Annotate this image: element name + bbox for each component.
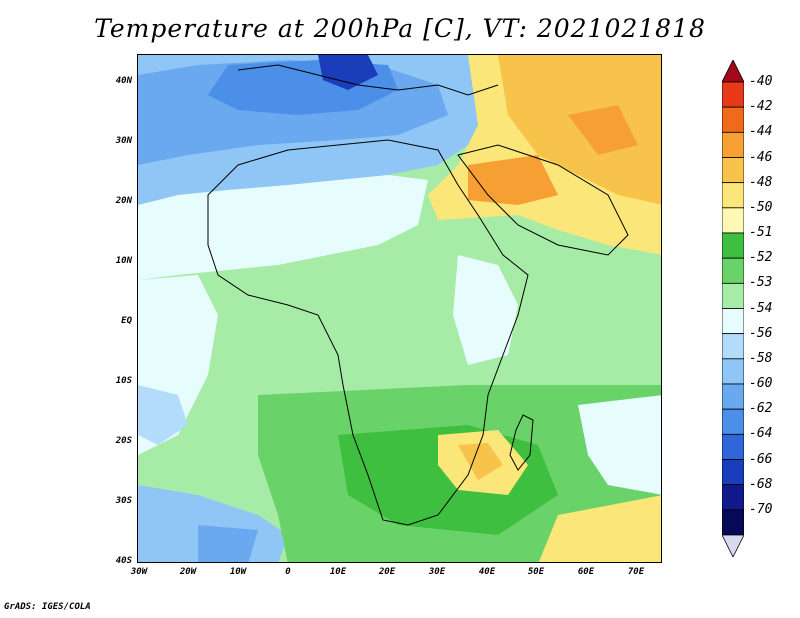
x-tick-label: 10E <box>329 567 347 577</box>
colorbar-swatch <box>722 257 744 284</box>
colorbar-label: -56 <box>749 325 773 341</box>
colorbar-swatch <box>722 509 744 536</box>
colorbar-bottom-triangle <box>722 534 744 557</box>
x-tick-label: 60E <box>577 567 595 577</box>
x-tick-label: 50E <box>527 567 545 577</box>
colorbar-swatch <box>722 131 744 158</box>
colorbar-label: -64 <box>749 426 773 442</box>
south-africa-warm-core <box>458 443 503 480</box>
colorbar-swatch <box>722 282 744 309</box>
colorbar-swatch <box>722 383 744 410</box>
colorbar-swatch <box>722 232 744 259</box>
colorbar-swatch <box>722 308 744 335</box>
colorbar-label: -58 <box>749 350 773 366</box>
credit-label: GrADS: IGES/COLA <box>4 602 91 612</box>
x-tick-label: 30E <box>428 567 446 577</box>
colorbar-label: -53 <box>749 275 773 291</box>
colorbar-swatch <box>722 157 744 184</box>
x-tick-label: 70E <box>627 567 645 577</box>
warm-region-hot <box>468 155 558 205</box>
colorbar-swatch <box>722 433 744 460</box>
europe-coast <box>237 64 499 96</box>
colorbar-swatch <box>722 207 744 234</box>
colorbar-label: -48 <box>749 174 773 190</box>
colorbar-label: -42 <box>749 99 773 115</box>
colorbar-label: -51 <box>749 225 773 240</box>
x-tick-label: 40E <box>478 567 496 577</box>
colorbar-swatch <box>722 408 744 435</box>
colorbar-swatch <box>722 358 744 385</box>
x-tick-label: 20W <box>179 567 197 577</box>
temperature-field <box>138 55 661 562</box>
y-tick-label: 40N <box>115 76 132 86</box>
africa-outline <box>207 139 529 526</box>
colorbar-label: -54 <box>749 300 773 316</box>
y-tick-label: 10N <box>115 256 132 266</box>
colorbar-label: -44 <box>749 124 773 140</box>
y-tick-label: EQ <box>121 316 132 326</box>
colorbar-swatch <box>722 459 744 486</box>
colorbar-label: -70 <box>749 501 773 517</box>
y-tick-label: 30S <box>115 496 132 506</box>
map-plot <box>137 54 662 563</box>
y-tick-label: 40S <box>115 556 132 566</box>
colorbar-label: -66 <box>749 451 773 467</box>
colorbar-swatch <box>722 81 744 108</box>
colorbar-swatch <box>722 333 744 360</box>
colorbar-label: -52 <box>749 250 773 266</box>
x-tick-label: 30W <box>130 567 148 577</box>
south-atlantic-deep <box>198 525 258 562</box>
map-title: Temperature at 200hPa [C], VT: 202102181… <box>94 14 706 43</box>
southeast-warm <box>538 495 661 562</box>
x-tick-label: 0 <box>285 567 291 577</box>
y-tick-label: 10S <box>115 376 132 386</box>
madagascar-outline <box>509 414 534 471</box>
indian-ocean-cyan <box>578 395 661 495</box>
x-tick-label: 10W <box>229 567 247 577</box>
colorbar-top-triangle <box>722 60 744 83</box>
arabia-outline <box>457 144 629 256</box>
colorbar <box>722 60 744 557</box>
colorbar-swatch <box>722 182 744 209</box>
colorbar-swatch <box>722 106 744 133</box>
cold-core-deep <box>318 55 378 90</box>
colorbar-label: -50 <box>749 199 773 215</box>
y-tick-label: 30N <box>115 136 132 146</box>
colorbar-label: -68 <box>749 476 773 492</box>
colorbar-label: -62 <box>749 401 773 417</box>
colorbar-label: -60 <box>749 376 773 391</box>
east-africa-cyan <box>453 255 518 365</box>
warm-patch-east <box>568 105 638 155</box>
y-tick-label: 20S <box>115 436 132 446</box>
colorbar-label: -40 <box>749 74 773 89</box>
colorbar-swatch <box>722 484 744 511</box>
y-tick-label: 20N <box>115 196 132 206</box>
x-tick-label: 20E <box>378 567 396 577</box>
colorbar-label: -46 <box>749 149 773 165</box>
atlantic-light-blue <box>138 385 188 445</box>
